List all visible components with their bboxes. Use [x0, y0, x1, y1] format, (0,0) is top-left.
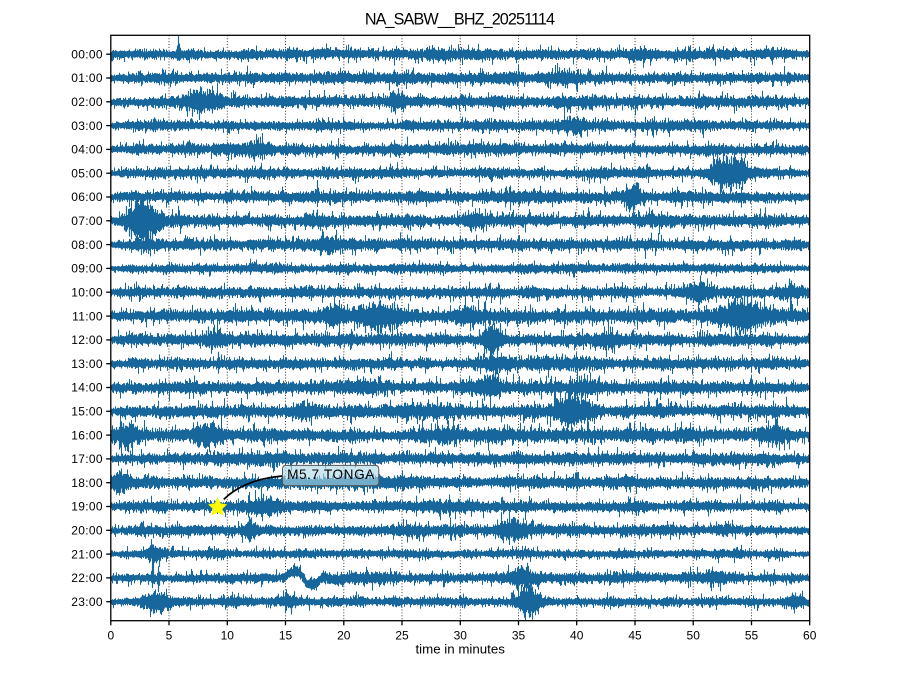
svg-text:05:00: 05:00 [71, 166, 103, 180]
svg-text:17:00: 17:00 [71, 452, 103, 466]
svg-text:08:00: 08:00 [71, 238, 103, 252]
svg-text:10: 10 [221, 628, 235, 642]
svg-text:45: 45 [628, 628, 642, 642]
svg-text:12:00: 12:00 [71, 333, 103, 347]
svg-text:time in minutes: time in minutes [415, 642, 505, 657]
svg-text:21:00: 21:00 [71, 547, 103, 561]
svg-text:30: 30 [454, 628, 468, 642]
svg-text:13:00: 13:00 [71, 357, 103, 371]
svg-text:09:00: 09:00 [71, 262, 103, 276]
svg-text:15:00: 15:00 [71, 405, 103, 419]
svg-text:03:00: 03:00 [71, 119, 103, 133]
svg-text:07:00: 07:00 [71, 214, 103, 228]
svg-text:M5.7 TONGA: M5.7 TONGA [287, 467, 375, 482]
svg-text:NA_SABW__BHZ_20251114: NA_SABW__BHZ_20251114 [365, 10, 555, 28]
svg-text:01:00: 01:00 [71, 71, 103, 85]
svg-text:18:00: 18:00 [71, 476, 103, 490]
svg-text:15: 15 [279, 628, 293, 642]
svg-text:11:00: 11:00 [72, 309, 103, 323]
svg-text:5: 5 [166, 628, 173, 642]
svg-text:50: 50 [687, 628, 701, 642]
svg-text:60: 60 [803, 628, 817, 642]
svg-text:25: 25 [395, 628, 409, 642]
svg-text:16:00: 16:00 [71, 428, 103, 442]
svg-text:10:00: 10:00 [71, 285, 103, 299]
svg-text:06:00: 06:00 [71, 190, 103, 204]
svg-text:02:00: 02:00 [71, 95, 103, 109]
svg-text:20:00: 20:00 [71, 524, 103, 538]
svg-text:14:00: 14:00 [71, 381, 103, 395]
svg-text:20: 20 [337, 628, 351, 642]
svg-text:22:00: 22:00 [71, 571, 103, 585]
svg-text:0: 0 [107, 628, 114, 642]
svg-text:40: 40 [570, 628, 584, 642]
svg-text:00:00: 00:00 [71, 47, 103, 61]
svg-text:35: 35 [512, 628, 526, 642]
svg-text:04:00: 04:00 [71, 143, 103, 157]
svg-text:23:00: 23:00 [71, 595, 103, 609]
svg-text:19:00: 19:00 [71, 500, 103, 514]
svg-text:55: 55 [745, 628, 759, 642]
